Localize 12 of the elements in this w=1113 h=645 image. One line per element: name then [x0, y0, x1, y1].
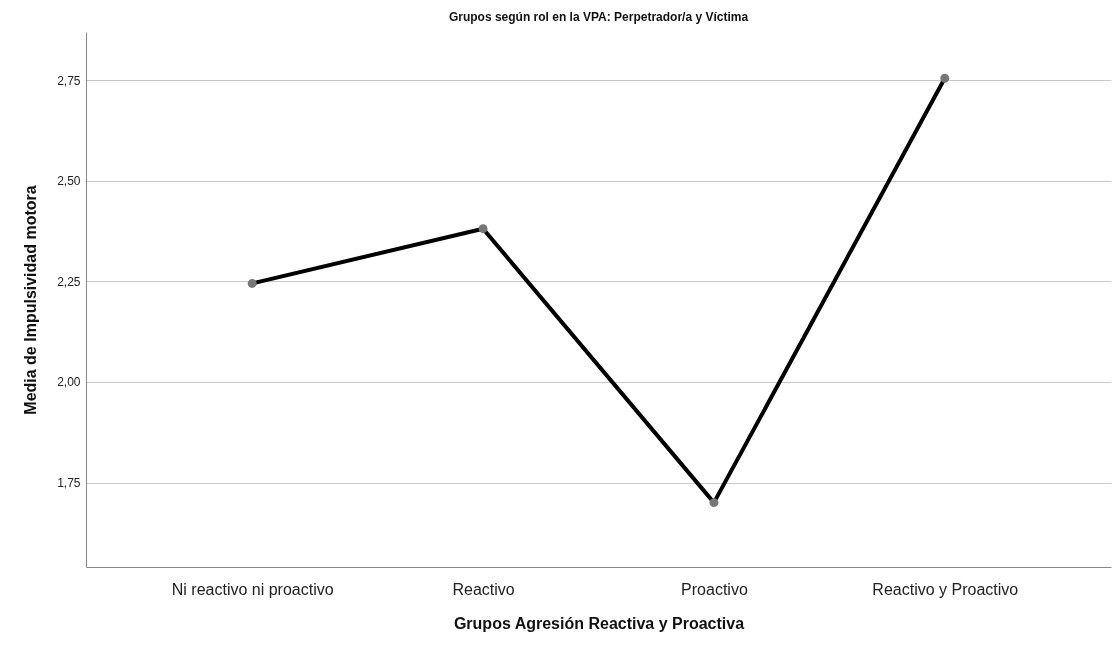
y-tick-label: 2,25: [57, 274, 81, 289]
y-tick-label: 1,75: [57, 476, 81, 491]
y-tick-label: 2,75: [57, 73, 81, 88]
x-tick-label: Proactivo: [681, 580, 748, 598]
x-axis-title: Grupos Agresión Reactiva y Proactiva: [453, 614, 745, 632]
y-axis-title: Media de Impulsividad motora: [22, 185, 40, 415]
x-tick-label: Reactivo: [452, 580, 515, 598]
chart-title: Grupos según rol en la VPA: Perpetrador/a y Víctima: [448, 10, 749, 24]
y-tick-label: 2,00: [57, 375, 81, 390]
y-tick-label: 2,50: [57, 174, 81, 189]
x-tick-label: Ni reactivo ni proactivo: [171, 580, 334, 598]
x-tick-label: Reactivo y Proactivo: [872, 580, 1019, 598]
